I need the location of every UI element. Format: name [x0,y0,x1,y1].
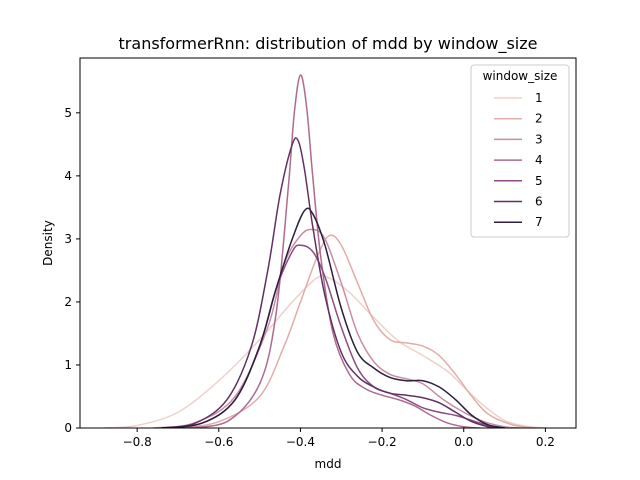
plot-border [79,57,577,429]
y-tick-label: 4 [64,169,72,183]
legend-title: window_size [483,69,558,83]
x-axis-label: mdd [315,457,342,471]
legend-label-4: 4 [535,153,543,167]
legend-label-1: 1 [535,91,543,105]
x-tick-label: −0.6 [204,435,233,449]
x-tick-label: −0.4 [286,435,315,449]
legend-items: 1 2 3 4 5 6 7 [494,91,543,229]
chart-title: transformerRnn: distribution of mdd by w… [119,34,538,54]
series-line-6 [160,137,498,428]
legend-label-3: 3 [535,132,543,146]
y-tick-label: 1 [64,358,72,372]
series-line-7 [160,207,506,428]
series-layer [103,74,547,428]
y-tick-label: 0 [64,421,72,435]
x-tick-label: −0.2 [368,435,397,449]
x-tick-label: 0.2 [536,435,555,449]
y-axis: 0 1 2 3 4 5 [64,106,80,435]
y-tick-label: 2 [64,295,72,309]
legend-label-7: 7 [535,215,543,229]
x-tick-label: 0.0 [454,435,473,449]
x-axis: −0.8 −0.6 −0.4 −0.2 0.0 0.2 [123,428,555,449]
legend-label-2: 2 [535,112,543,126]
legend-label-5: 5 [535,174,543,188]
series-line-3 [152,228,522,428]
series-line-4 [185,74,481,428]
series-line-2 [177,234,538,428]
legend: window_size 1 2 3 4 5 6 7 [470,64,570,238]
legend-box [470,64,570,238]
y-tick-label: 5 [64,106,72,120]
legend-label-6: 6 [535,195,543,209]
y-axis-label: Density [41,220,55,266]
y-tick-label: 3 [64,232,72,246]
series-line-1 [103,274,547,428]
x-tick-label: −0.8 [123,435,152,449]
